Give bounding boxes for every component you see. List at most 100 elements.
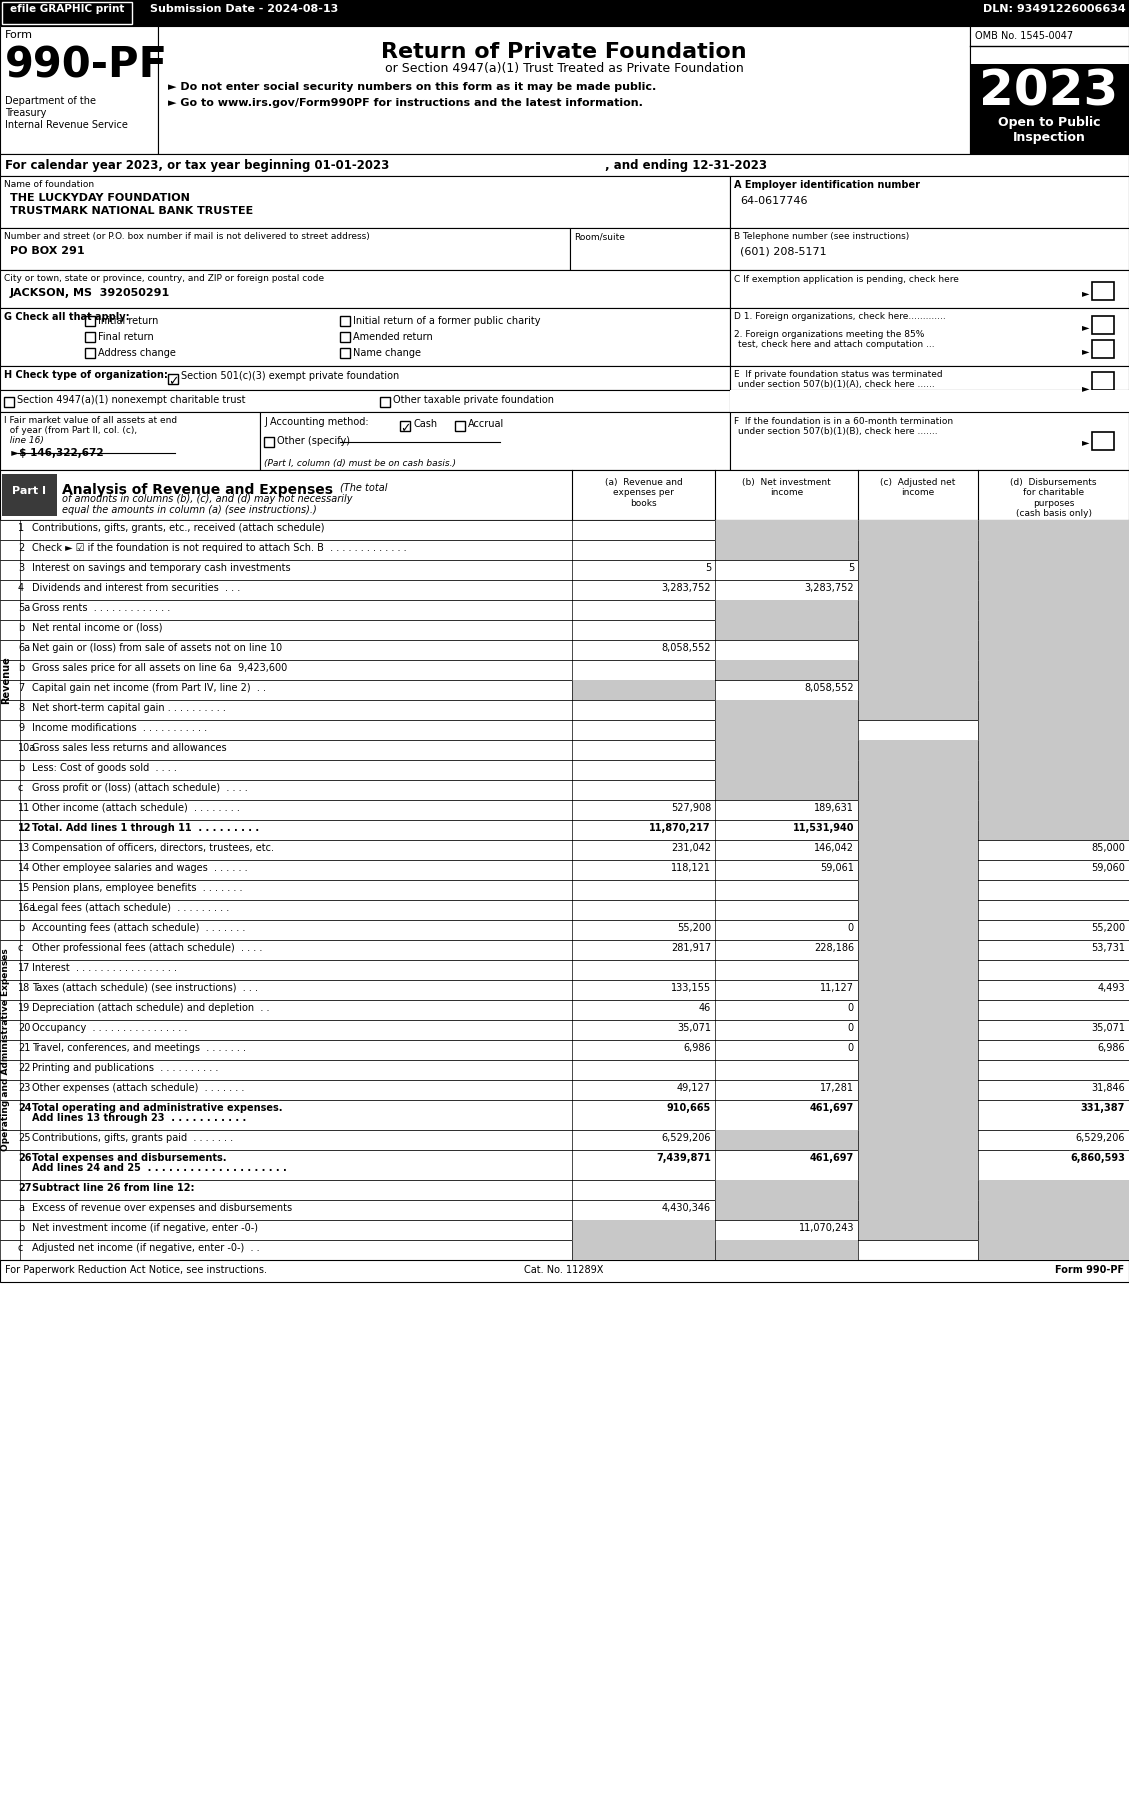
Text: (Part I, column (d) must be on cash basis.): (Part I, column (d) must be on cash basi… (264, 458, 456, 467)
Text: 11: 11 (18, 804, 30, 813)
Text: 6,860,593: 6,860,593 (1070, 1153, 1124, 1163)
Text: 118,121: 118,121 (671, 863, 711, 874)
Text: 0: 0 (848, 1003, 854, 1012)
Bar (858, 780, 978, 800)
Bar (978, 520, 1129, 539)
Bar (0, 741, 1129, 761)
Bar (0, 761, 1129, 780)
Bar (0, 155, 1129, 176)
Bar (858, 699, 978, 719)
Text: 990-PF: 990-PF (5, 43, 168, 86)
Bar (978, 800, 1129, 820)
Bar (715, 539, 858, 559)
Text: Net rental income or (loss): Net rental income or (loss) (32, 622, 163, 633)
Bar (0, 25, 158, 155)
Bar (730, 176, 1129, 228)
Bar (1092, 282, 1114, 300)
Bar (5, 397, 14, 406)
Bar (858, 940, 978, 960)
Bar (0, 879, 1129, 901)
Text: or Section 4947(a)(1) Trust Treated as Private Foundation: or Section 4947(a)(1) Trust Treated as P… (385, 61, 743, 76)
Text: 527,908: 527,908 (671, 804, 711, 813)
Bar (2, 2, 132, 23)
Text: Pension plans, employee benefits  . . . . . . .: Pension plans, employee benefits . . . .… (32, 883, 243, 894)
Bar (1092, 316, 1114, 334)
Text: Contributions, gifts, grants, etc., received (attach schedule): Contributions, gifts, grants, etc., rece… (32, 523, 324, 532)
Text: 18: 18 (18, 984, 30, 992)
Bar (858, 761, 978, 780)
Bar (0, 940, 1129, 960)
Text: 55,200: 55,200 (1091, 922, 1124, 933)
Bar (715, 1199, 858, 1221)
Bar (715, 520, 858, 539)
Bar (858, 840, 978, 859)
Text: Net short-term capital gain . . . . . . . . . .: Net short-term capital gain . . . . . . … (32, 703, 226, 714)
Bar (0, 539, 1129, 559)
Bar (978, 1199, 1129, 1221)
Text: I Fair market value of all assets at end: I Fair market value of all assets at end (5, 415, 177, 424)
Text: b: b (18, 622, 24, 633)
Bar (858, 820, 978, 840)
Text: 5: 5 (848, 563, 854, 574)
Text: c: c (18, 782, 24, 793)
Text: Accrual: Accrual (469, 419, 505, 430)
Bar (858, 800, 978, 820)
Text: THE LUCKYDAY FOUNDATION: THE LUCKYDAY FOUNDATION (10, 192, 190, 203)
Text: 4,493: 4,493 (1097, 984, 1124, 992)
Bar (570, 228, 730, 270)
Text: 17,281: 17,281 (820, 1082, 854, 1093)
Text: Taxes (attach schedule) (see instructions)  . . .: Taxes (attach schedule) (see instruction… (32, 984, 259, 992)
Bar (715, 1241, 858, 1260)
Bar (0, 620, 1129, 640)
Text: ► Go to www.irs.gov/Form990PF for instructions and the latest information.: ► Go to www.irs.gov/Form990PF for instru… (168, 99, 642, 108)
Bar (0, 660, 1129, 680)
Bar (858, 859, 978, 879)
Text: 6,529,206: 6,529,206 (662, 1133, 711, 1144)
Text: 35,071: 35,071 (677, 1023, 711, 1034)
Text: For Paperwork Reduction Act Notice, see instructions.: For Paperwork Reduction Act Notice, see … (5, 1266, 266, 1275)
Bar (0, 0, 1129, 25)
Bar (730, 412, 1129, 469)
Bar (572, 680, 715, 699)
Text: Total. Add lines 1 through 11  . . . . . . . . .: Total. Add lines 1 through 11 . . . . . … (32, 823, 260, 832)
Text: Part I: Part I (12, 485, 46, 496)
Bar (858, 601, 978, 620)
Text: Net investment income (if negative, enter -0-): Net investment income (if negative, ente… (32, 1223, 259, 1233)
Text: 53,731: 53,731 (1091, 942, 1124, 953)
Bar (858, 620, 978, 640)
Text: efile GRAPHIC print: efile GRAPHIC print (10, 4, 124, 14)
Bar (715, 780, 858, 800)
Text: Name of foundation: Name of foundation (5, 180, 94, 189)
Text: A Employer identification number: A Employer identification number (734, 180, 920, 191)
Text: 8,058,552: 8,058,552 (804, 683, 854, 692)
Text: Travel, conferences, and meetings  . . . . . . .: Travel, conferences, and meetings . . . … (32, 1043, 246, 1054)
Text: 3,283,752: 3,283,752 (662, 583, 711, 593)
Text: Section 501(c)(3) exempt private foundation: Section 501(c)(3) exempt private foundat… (181, 370, 400, 381)
Text: PO BOX 291: PO BOX 291 (10, 246, 85, 255)
Text: 17: 17 (18, 964, 30, 973)
Text: of year (from Part II, col. (c),: of year (from Part II, col. (c), (5, 426, 137, 435)
Bar (1092, 340, 1114, 358)
Text: Other professional fees (attach schedule)  . . . .: Other professional fees (attach schedule… (32, 942, 262, 953)
Text: Other (specify): Other (specify) (277, 435, 350, 446)
Bar (380, 397, 390, 406)
Bar (978, 601, 1129, 620)
Bar (730, 367, 1129, 390)
Bar (0, 601, 1129, 620)
Bar (858, 741, 978, 761)
Text: 2. Foreign organizations meeting the 85%: 2. Foreign organizations meeting the 85% (734, 331, 925, 340)
Text: c: c (18, 942, 24, 953)
Text: F  If the foundation is in a 60-month termination: F If the foundation is in a 60-month ter… (734, 417, 953, 426)
Bar (858, 1000, 978, 1019)
Text: Total expenses and disbursements.: Total expenses and disbursements. (32, 1153, 227, 1163)
Text: 0: 0 (848, 1043, 854, 1054)
Bar (978, 1241, 1129, 1260)
Text: 20: 20 (18, 1023, 30, 1034)
Bar (858, 559, 978, 581)
Bar (0, 800, 1129, 820)
Text: 11,127: 11,127 (820, 984, 854, 992)
Bar (85, 349, 95, 358)
Bar (340, 316, 350, 325)
Bar (858, 1081, 978, 1100)
Text: Contributions, gifts, grants paid  . . . . . . .: Contributions, gifts, grants paid . . . … (32, 1133, 233, 1144)
